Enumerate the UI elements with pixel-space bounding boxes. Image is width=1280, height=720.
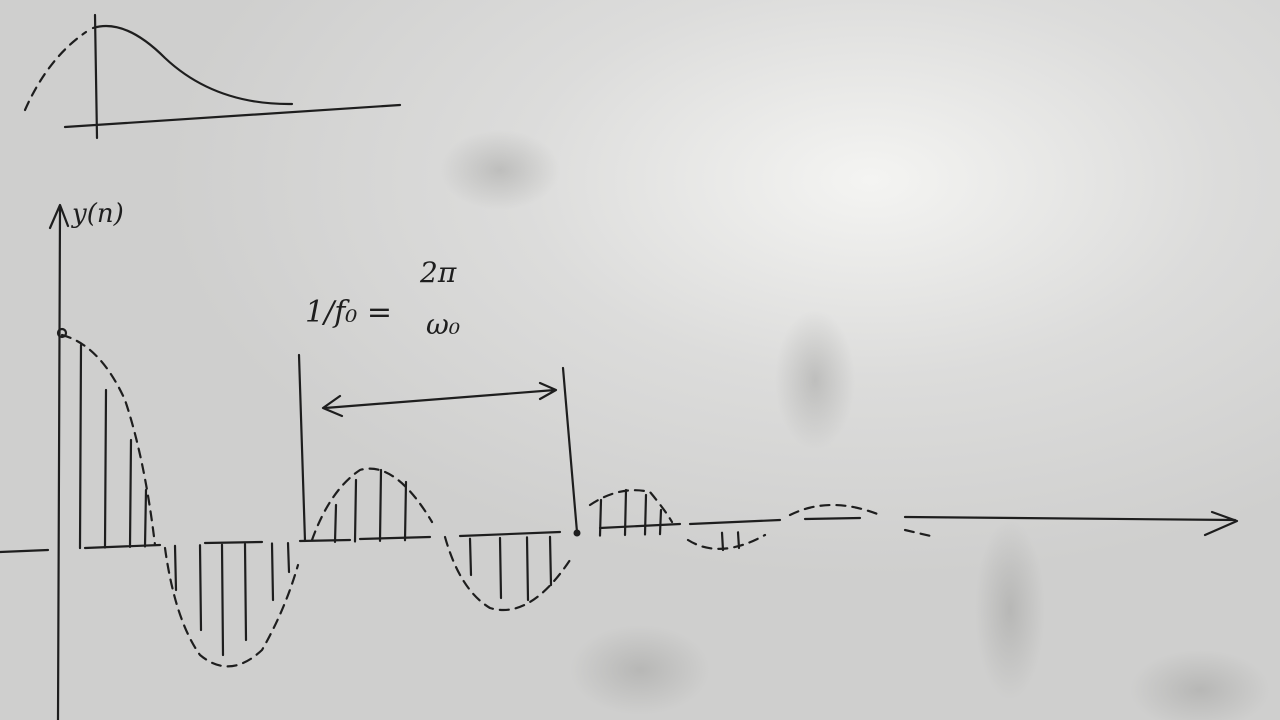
stem <box>173 544 178 592</box>
envelope-lobe <box>588 489 674 524</box>
stems <box>78 343 741 657</box>
stem <box>378 468 383 542</box>
stem <box>643 493 648 536</box>
sketch-curve <box>23 30 88 112</box>
period-label: 1/f₀ = <box>305 295 392 330</box>
stem <box>333 503 338 544</box>
envelope-lobe <box>788 503 882 517</box>
sketch-curve <box>91 24 294 106</box>
small-sketch <box>23 13 402 140</box>
stem <box>548 535 553 587</box>
x-axis <box>0 510 1239 554</box>
period-denominator: ω₀ <box>426 308 460 341</box>
period-marker <box>561 366 579 534</box>
envelope-lobe <box>163 546 300 668</box>
stem <box>78 343 83 550</box>
period-numerator: 2π <box>419 256 457 289</box>
stem <box>270 542 275 602</box>
sketch-axis <box>93 13 99 140</box>
stem <box>286 541 291 574</box>
sketch-axis <box>63 103 402 129</box>
envelope-lobe <box>903 528 937 539</box>
y-axis <box>48 203 70 720</box>
first-sample <box>56 327 68 339</box>
smudge <box>570 625 710 715</box>
stem <box>598 498 603 537</box>
stem <box>658 508 663 536</box>
stem <box>623 488 628 537</box>
stem <box>525 536 530 602</box>
stem <box>243 543 248 642</box>
stem <box>468 537 473 577</box>
stem <box>198 544 203 632</box>
period-marker <box>297 353 307 543</box>
stem <box>353 478 358 543</box>
stem <box>143 488 148 548</box>
smudge <box>975 520 1045 700</box>
envelope <box>56 327 937 668</box>
smudge <box>775 310 855 450</box>
stem <box>103 388 108 549</box>
envelope-lobe <box>310 467 434 542</box>
stem <box>403 480 408 542</box>
stem <box>720 531 725 552</box>
stem <box>736 531 741 550</box>
y-axis-label: y(n) <box>71 199 124 229</box>
envelope-lobe <box>443 535 572 612</box>
stem <box>498 536 503 600</box>
stem <box>128 438 133 548</box>
envelope-lobe <box>60 333 157 547</box>
stem <box>220 543 225 657</box>
period-point <box>573 529 581 537</box>
smudge <box>440 130 560 210</box>
smudge <box>1130 650 1270 720</box>
period-arrow <box>321 381 558 418</box>
